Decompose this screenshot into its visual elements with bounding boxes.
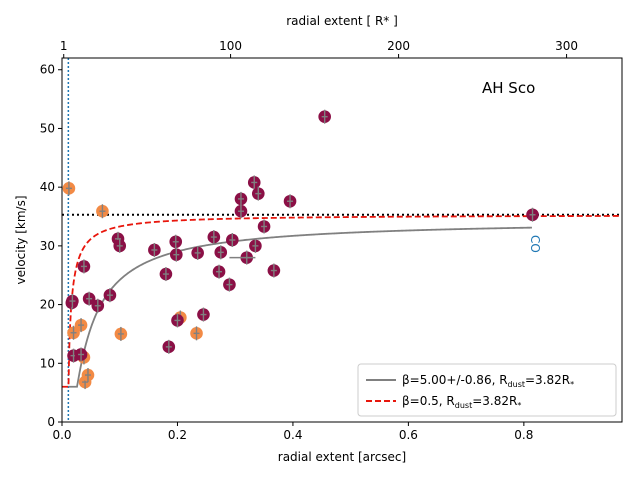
data-point bbox=[318, 109, 331, 124]
model-curves bbox=[62, 215, 622, 388]
y-tick-label-4: 40 bbox=[40, 180, 55, 194]
top-tick-label-2: 200 bbox=[387, 39, 410, 53]
top-axis: 1 100 200 300 bbox=[60, 39, 578, 58]
y-tick-label-0: 0 bbox=[47, 415, 55, 429]
data-point bbox=[191, 245, 204, 260]
curve-beta5 bbox=[68, 226, 532, 388]
data-point bbox=[212, 264, 226, 279]
data-point bbox=[214, 245, 228, 260]
data-point bbox=[170, 247, 183, 262]
plot-area bbox=[62, 58, 622, 422]
data-point bbox=[82, 291, 96, 306]
y-axis-label: velocity [km/s] bbox=[14, 195, 28, 284]
data-point bbox=[267, 263, 281, 278]
data-point bbox=[148, 242, 161, 257]
data-point bbox=[103, 288, 117, 303]
legend: β=5.00+/-0.86, Rdust=3.82R* β=0.5, Rdust… bbox=[357, 363, 617, 417]
data-point bbox=[251, 186, 265, 201]
x-tick-label-2: 0.4 bbox=[283, 428, 302, 442]
x-tick-label-3: 0.6 bbox=[399, 428, 418, 442]
data-point bbox=[283, 194, 297, 209]
bottom-axis: 0.0 0.2 0.4 0.6 0.8 bbox=[52, 422, 533, 442]
data-point bbox=[159, 267, 173, 282]
legend-beta5-part1: β=5.00+/-0.86, R bbox=[402, 373, 508, 387]
left-axis: 0 10 20 30 40 50 60 bbox=[40, 63, 62, 429]
plot-frame bbox=[61, 57, 623, 423]
data-point bbox=[114, 326, 128, 341]
legend-beta05-sub: dust bbox=[455, 401, 472, 410]
data-point bbox=[226, 233, 239, 247]
x-axis-label: radial extent [arcsec] bbox=[278, 450, 406, 464]
data-point bbox=[96, 204, 109, 219]
data-point bbox=[234, 204, 248, 219]
y-tick-label-1: 10 bbox=[40, 356, 55, 370]
x-tick-label-0: 0.0 bbox=[52, 428, 71, 442]
legend-beta05-part1: β=0.5, R bbox=[402, 394, 455, 408]
data-point bbox=[162, 339, 176, 354]
legend-beta5-sub: dust bbox=[508, 380, 525, 389]
legend-box bbox=[357, 363, 617, 417]
data-point bbox=[81, 368, 95, 383]
data-point bbox=[74, 318, 88, 333]
data-point bbox=[171, 313, 184, 328]
top-tick-label-1: 100 bbox=[219, 39, 242, 53]
co-annotation: CO bbox=[528, 235, 542, 253]
data-point bbox=[113, 238, 127, 253]
x-tick-label-1: 0.2 bbox=[168, 428, 187, 442]
y-tick-label-3: 30 bbox=[40, 239, 55, 253]
data-points bbox=[62, 109, 539, 390]
legend-label-beta05: β=0.5, Rdust=3.82R* bbox=[402, 394, 521, 410]
data-point bbox=[526, 207, 539, 222]
data-point bbox=[234, 191, 248, 206]
y-tick-label-2: 20 bbox=[40, 298, 55, 312]
data-point bbox=[74, 347, 88, 362]
data-point bbox=[66, 294, 79, 309]
y-tick-label-5: 50 bbox=[40, 121, 55, 135]
data-point bbox=[247, 175, 261, 190]
curve-beta05 bbox=[62, 215, 622, 388]
data-point bbox=[169, 234, 183, 249]
data-point bbox=[223, 277, 236, 292]
data-point bbox=[91, 298, 105, 313]
data-point bbox=[190, 326, 203, 341]
data-point bbox=[77, 259, 91, 274]
x-tick-label-4: 0.8 bbox=[514, 428, 533, 442]
data-point bbox=[249, 238, 262, 253]
chart-title: AH Sco bbox=[482, 79, 535, 97]
data-point bbox=[62, 181, 76, 196]
data-point bbox=[207, 230, 221, 245]
legend-beta05-part2: =3.82R bbox=[472, 394, 517, 408]
legend-label-beta5: β=5.00+/-0.86, Rdust=3.82R* bbox=[402, 373, 574, 389]
legend-beta05-sub2: * bbox=[517, 401, 521, 410]
legend-beta5-sub2: * bbox=[570, 380, 574, 389]
y-tick-label-6: 60 bbox=[40, 63, 55, 77]
top-axis-label-text: radial extent [ R* ] bbox=[286, 14, 398, 28]
data-point bbox=[197, 307, 210, 322]
legend-beta5-part2: =3.82R bbox=[525, 373, 570, 387]
data-point bbox=[257, 219, 271, 234]
top-axis-label: radial extent [ R* ] bbox=[286, 14, 398, 28]
top-tick-label-0: 1 bbox=[60, 39, 68, 53]
top-tick-label-3: 300 bbox=[555, 39, 578, 53]
